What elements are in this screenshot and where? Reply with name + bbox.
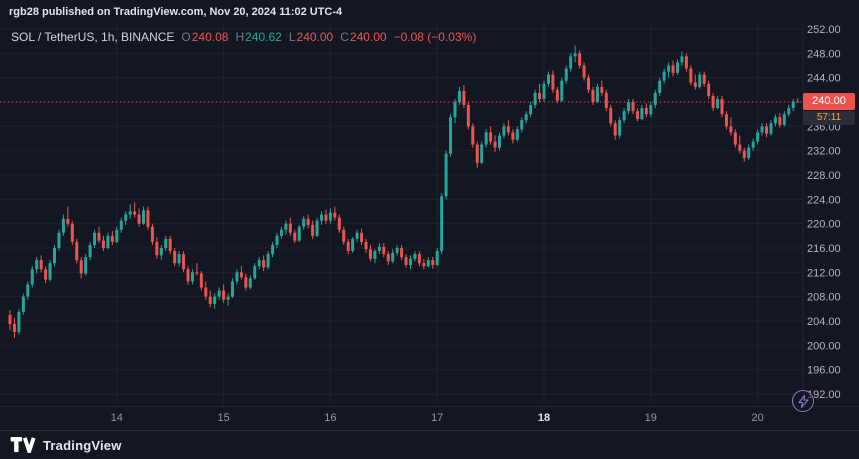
- tradingview-logo-icon[interactable]: [10, 437, 36, 453]
- price-axis-label: 220.00: [807, 219, 841, 231]
- time-axis[interactable]: 14 15 16 17 18 19 20: [0, 406, 859, 430]
- time-axis-label: 15: [217, 412, 230, 424]
- price-axis-label: 232.00: [807, 146, 841, 158]
- price-axis-label: 208.00: [807, 292, 841, 304]
- price-axis-label: 200.00: [807, 340, 841, 352]
- candlestick-chart[interactable]: 252.00248.00244.00240.00236.00232.00228.…: [0, 24, 859, 406]
- attribution-text: rgb28 published on TradingView.com, Nov …: [9, 6, 343, 18]
- price-axis-label: 192.00: [807, 389, 841, 401]
- price-axis-label: 244.00: [807, 73, 841, 85]
- price-axis-label: 228.00: [807, 170, 841, 182]
- time-axis-label: 17: [431, 412, 444, 424]
- symbol-title: SOL / TetherUS, 1h, BINANCE: [11, 30, 175, 44]
- time-axis-label: 16: [324, 412, 337, 424]
- ohlc-high: H 240.62: [235, 30, 282, 44]
- ohlc-open: O 240.08: [181, 30, 229, 44]
- ohlc-low: L 240.00: [288, 30, 334, 44]
- time-axis-label: 20: [751, 412, 764, 424]
- price-axis-label: 204.00: [807, 316, 841, 328]
- lightning-bolt-icon: [797, 394, 809, 408]
- symbol-legend: SOL / TetherUS, 1h, BINANCE O 240.08 H 2…: [11, 30, 476, 44]
- footer-bar: TradingView: [0, 430, 859, 459]
- price-axis-label: 216.00: [807, 243, 841, 255]
- attribution-bar: rgb28 published on TradingView.com, Nov …: [0, 0, 859, 24]
- flash-button[interactable]: [792, 390, 814, 412]
- time-axis-label: 14: [110, 412, 123, 424]
- ohlc-close: C 240.00: [340, 30, 387, 44]
- price-change: −0.08 (−0.03%): [393, 30, 477, 44]
- price-axis-label: 196.00: [807, 365, 841, 377]
- price-axis-label: 248.00: [807, 48, 841, 60]
- price-axis-label: 252.00: [807, 24, 841, 36]
- price-axis-label: 212.00: [807, 267, 841, 279]
- brand-text[interactable]: TradingView: [43, 437, 122, 453]
- bar-countdown-label: 57:11: [803, 111, 855, 125]
- price-axis-label: 224.00: [807, 194, 841, 206]
- time-axis-label: 19: [644, 412, 657, 424]
- last-price-label: 240.00: [803, 93, 855, 110]
- time-axis-label: 18: [537, 412, 551, 424]
